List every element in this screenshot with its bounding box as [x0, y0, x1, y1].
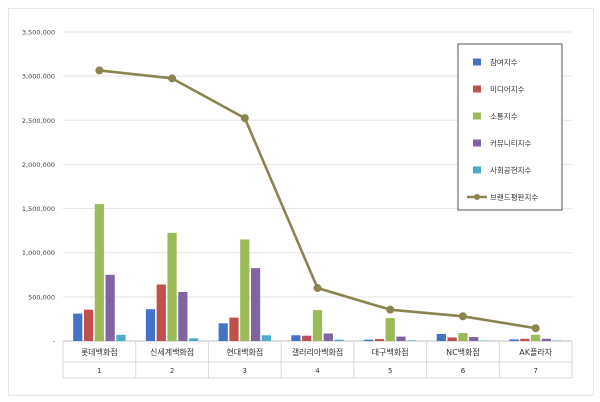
bar — [396, 336, 406, 341]
x-axis: 롯데백화점 1 신세계백화점 2 현대백화점 3 갤러리아백화점 4 대구백화점 5 NC백화점 6 A… — [62, 341, 573, 379]
legend-label: 참여지수 — [490, 57, 518, 67]
line-point — [531, 324, 540, 333]
x-tick-label: 신세계백화점 — [150, 347, 194, 357]
y-tick-label: 2,000,000 — [22, 161, 55, 169]
bar — [105, 274, 115, 341]
bar — [479, 340, 490, 342]
legend-swatch — [473, 166, 481, 174]
bar — [291, 335, 301, 341]
bar — [83, 309, 94, 341]
legend-swatch — [473, 58, 481, 66]
legend-label: 브랜드평판지수 — [490, 192, 538, 202]
bar — [447, 337, 457, 341]
y-tick-label: 1,000,000 — [22, 249, 55, 257]
bar — [552, 340, 562, 342]
legend-label: 소통지수 — [490, 112, 518, 121]
x-tick-label: 롯데백화점 — [81, 347, 118, 357]
bar — [334, 339, 344, 341]
line-point — [458, 312, 467, 321]
line-point — [95, 66, 104, 75]
bar — [436, 333, 446, 341]
line-point — [168, 74, 177, 83]
bar — [407, 340, 417, 341]
legend-marker — [474, 194, 480, 200]
x-category-number: 3 — [243, 367, 247, 375]
legend-swatch — [473, 139, 481, 147]
bar — [240, 239, 250, 341]
bar — [167, 232, 177, 341]
line-point — [240, 114, 249, 123]
bar — [312, 310, 323, 341]
y-tick-label: 500,000 — [28, 293, 55, 301]
bar — [156, 284, 166, 341]
legend-swatch — [473, 85, 481, 93]
y-tick-label: 1,500,000 — [22, 205, 55, 213]
bar — [509, 339, 519, 341]
bar — [145, 309, 156, 341]
y-tick-label: 3,500,000 — [22, 29, 55, 37]
legend-label: 미디어지수 — [490, 84, 525, 94]
x-category-number: 5 — [388, 367, 392, 375]
bar — [323, 333, 333, 341]
x-tick-label: AK플라자 — [519, 348, 552, 357]
bar — [520, 338, 530, 341]
bar — [218, 323, 228, 341]
bar — [541, 338, 552, 341]
bar — [189, 338, 199, 341]
bar — [250, 268, 261, 341]
legend-box — [457, 43, 563, 211]
legend-label: 커뮤니티지수 — [490, 139, 531, 148]
x-category-number: 7 — [533, 367, 537, 375]
bar — [229, 317, 239, 341]
bar — [364, 339, 374, 341]
legend-swatch — [473, 112, 481, 120]
x-category-number: 1 — [97, 367, 101, 375]
y-axis: - 500,000 1,000,000 1,500,000 2,000,000 2,500… — [22, 29, 56, 346]
bar — [385, 318, 395, 341]
x-category-number: 6 — [461, 367, 466, 375]
bar — [73, 313, 83, 341]
x-tick-label: 갤러리아백화점 — [292, 347, 344, 357]
y-tick-label: - — [53, 338, 56, 346]
y-tick-label: 2,500,000 — [22, 117, 55, 125]
legend-label: 사회공헌지수 — [490, 166, 531, 175]
x-category-number: 4 — [315, 367, 320, 375]
y-tick-label: 3,000,000 — [22, 73, 55, 81]
bar — [302, 335, 312, 341]
line-point — [386, 305, 395, 314]
x-tick-label: 대구백화점 — [372, 347, 409, 357]
bar — [458, 333, 468, 341]
x-tick-label: 현대백화점 — [226, 347, 263, 357]
x-category-number: 2 — [170, 367, 174, 375]
bar — [531, 334, 541, 341]
bar — [116, 334, 126, 341]
line-point — [313, 284, 322, 293]
line-series — [95, 66, 540, 333]
bar — [178, 292, 188, 341]
bar-series — [73, 204, 562, 342]
bar — [374, 339, 385, 341]
bar — [261, 335, 271, 341]
bar — [94, 204, 104, 341]
x-tick-label: NC백화점 — [446, 347, 480, 357]
bar — [469, 337, 479, 341]
